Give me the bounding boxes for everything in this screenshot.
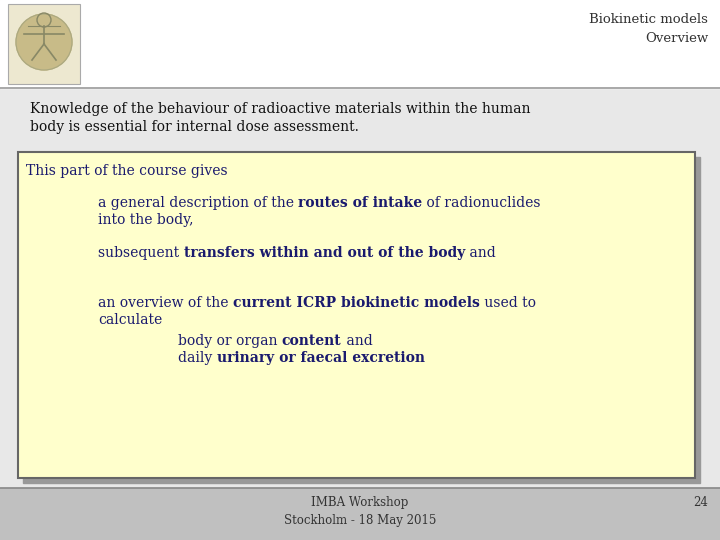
Bar (23, 157, 700, 483)
Text: This part of the course gives: This part of the course gives (26, 164, 228, 178)
Text: of radionuclides: of radionuclides (423, 196, 541, 210)
Text: Biokinetic models: Biokinetic models (589, 13, 708, 26)
Bar (0, 0, 720, 88)
Text: subsequent: subsequent (98, 246, 184, 260)
Text: transfers within and out of the body: transfers within and out of the body (184, 246, 465, 260)
Text: 24: 24 (693, 496, 708, 509)
Text: daily: daily (178, 351, 217, 365)
Text: urinary or faecal excretion: urinary or faecal excretion (217, 351, 425, 365)
Text: into the body,: into the body, (98, 213, 194, 227)
Text: current ICRP biokinetic models: current ICRP biokinetic models (233, 296, 480, 310)
Text: body is essential for internal dose assessment.: body is essential for internal dose asse… (30, 120, 359, 134)
Text: IMBA Workshop
Stockholm - 18 May 2015: IMBA Workshop Stockholm - 18 May 2015 (284, 496, 436, 527)
Bar (8, 4, 80, 84)
Text: Overview: Overview (644, 32, 708, 45)
Circle shape (16, 14, 72, 70)
Text: used to: used to (480, 296, 536, 310)
Text: and: and (341, 334, 372, 348)
Text: an overview of the: an overview of the (98, 296, 233, 310)
Text: and: and (465, 246, 495, 260)
Text: routes of intake: routes of intake (298, 196, 423, 210)
Text: a general description of the: a general description of the (98, 196, 298, 210)
Text: body or organ: body or organ (178, 334, 282, 348)
Text: Knowledge of the behaviour of radioactive materials within the human: Knowledge of the behaviour of radioactiv… (30, 102, 531, 116)
Text: content: content (282, 334, 341, 348)
Bar (18, 152, 695, 478)
Bar (0, 488, 720, 540)
Text: calculate: calculate (98, 313, 162, 327)
